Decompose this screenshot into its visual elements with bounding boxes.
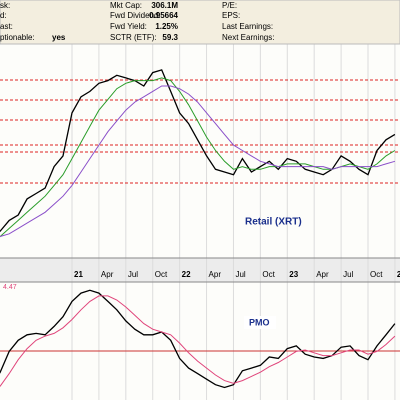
x-tick-label: Jul <box>235 270 245 279</box>
x-tick-label: Apr <box>209 270 222 279</box>
price-title: Retail (XRT) <box>245 217 302 228</box>
header-value: yes <box>52 33 66 42</box>
header-label: ast: <box>0 22 13 31</box>
header-label: Fwd Dividend: <box>110 11 161 20</box>
header-value: 1.25% <box>155 22 178 31</box>
grid: 21 Apr Jul Oct 22 Apr Jul Oct 23 Apr Jul Oct 2 <box>71 44 400 400</box>
header-label: Last Earnings: <box>222 22 273 31</box>
series-line <box>0 77 396 238</box>
pmo-title: PMO <box>249 317 270 327</box>
x-tick-label: Oct <box>370 270 383 279</box>
series-line <box>0 85 396 237</box>
x-tick-label: Jul <box>128 270 138 279</box>
pmo-last-value: 4.47 <box>3 284 17 291</box>
series-line <box>0 69 396 233</box>
x-tick-label: 22 <box>182 270 191 279</box>
header-value: 59.3 <box>162 33 178 42</box>
header: sk: Mkt Cap: 306.1M P/E: d: Fwd Dividend:0.95… <box>0 1 274 42</box>
header-box <box>0 0 400 45</box>
header-label: Next Earnings: <box>222 33 274 42</box>
x-tick-label: 23 <box>289 270 298 279</box>
x-tick-label: 2 <box>397 270 400 279</box>
series <box>0 69 396 389</box>
x-tick-label: Apr <box>101 270 114 279</box>
x-tick-label: 21 <box>74 270 83 279</box>
x-tick-label: Oct <box>262 270 275 279</box>
header-label: sk: <box>0 1 10 10</box>
series-line <box>0 295 396 387</box>
x-tick-label: Apr <box>316 270 329 279</box>
pmo-label-box <box>244 316 276 329</box>
header-value: 306.1M <box>151 1 178 10</box>
date-axis-strip <box>0 258 400 282</box>
series-line <box>0 289 396 389</box>
header-label: d: <box>0 11 7 20</box>
header-label: EPS: <box>222 11 240 20</box>
header-label: Mkt Cap: <box>110 1 142 10</box>
pmo-panel <box>0 282 400 400</box>
x-tick-label: Jul <box>343 270 353 279</box>
header-label: Fwd Yield: <box>110 22 147 31</box>
header-label: SCTR (ETF): <box>110 33 157 42</box>
x-tick-label: Oct <box>155 270 168 279</box>
header-value: 0.95664 <box>149 11 178 20</box>
header-label: P/E: <box>222 1 237 10</box>
header-label: ptionable: <box>0 33 35 42</box>
